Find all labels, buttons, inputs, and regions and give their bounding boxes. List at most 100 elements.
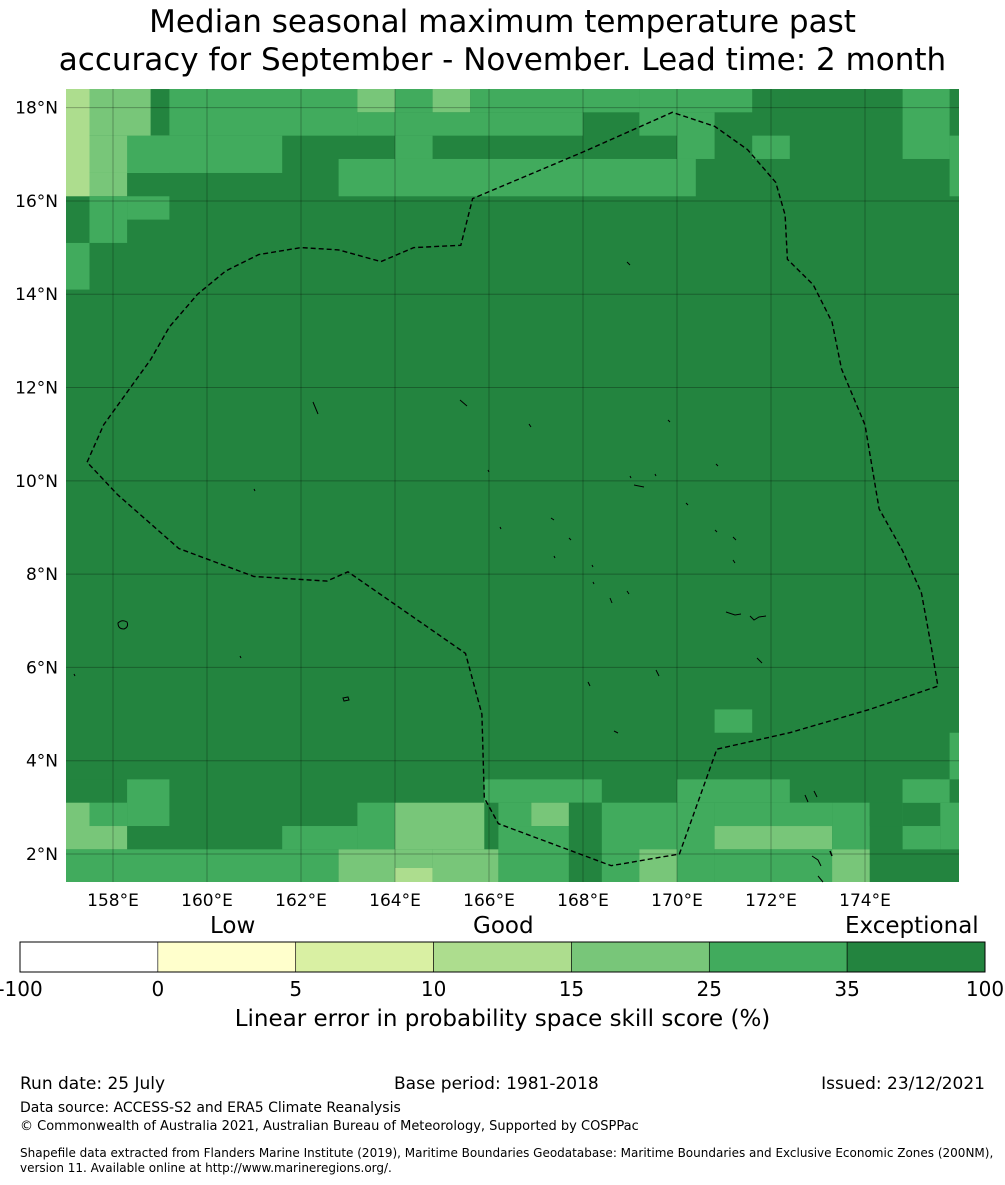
map-cell	[66, 242, 90, 290]
colorbar-tick-label: 100	[966, 977, 1004, 1001]
island-outline	[655, 669, 660, 677]
map-cell	[714, 849, 833, 882]
colorbar-tick-label: 15	[559, 977, 584, 1001]
map-cell	[127, 196, 170, 220]
island-outline	[609, 597, 613, 604]
lat-tick-label: 8°N	[26, 565, 58, 585]
map-cell	[66, 802, 90, 850]
map-cell	[169, 89, 358, 136]
island-outline	[342, 696, 350, 702]
island-outline	[725, 611, 742, 616]
lat-tick-label: 16°N	[15, 192, 58, 212]
shapefile-credit-2: version 11. Available online at http://w…	[20, 1161, 392, 1175]
colorbar-bin	[708, 941, 848, 973]
map-cell	[66, 89, 90, 197]
colorbar-tick-label: 25	[697, 977, 722, 1001]
map-cell	[357, 89, 395, 113]
map-cell	[127, 135, 283, 173]
map-background	[66, 89, 959, 882]
map-cell	[357, 112, 583, 136]
map-cell	[498, 826, 569, 882]
category-label-good: Good	[473, 913, 534, 939]
map-cell	[714, 802, 833, 827]
island-outline	[804, 790, 818, 803]
colorbar-bin	[157, 941, 297, 973]
map-cell	[568, 802, 602, 882]
map-cell	[949, 135, 959, 197]
map-cell	[432, 89, 471, 113]
map-cell	[484, 779, 602, 803]
island-outlines	[73, 261, 833, 883]
map-cell	[66, 849, 90, 882]
island-outline	[312, 261, 631, 428]
island-outline	[829, 850, 833, 857]
map-cell	[789, 89, 903, 113]
lon-tick-label: 160°E	[181, 891, 233, 911]
colorbar-tick-label: 0	[151, 977, 164, 1001]
category-label-low: Low	[210, 913, 256, 939]
map-cell	[89, 89, 151, 136]
island-outline	[811, 855, 824, 883]
lon-tick-label: 174°E	[839, 891, 891, 911]
colorbar-tick-label: 10	[421, 977, 446, 1001]
lon-tick-label: 166°E	[463, 891, 515, 911]
lon-tick-label: 172°E	[745, 891, 797, 911]
colorbar-frame	[19, 941, 986, 973]
island-outline	[749, 615, 767, 621]
map-cell	[677, 112, 715, 159]
map-cell	[338, 158, 696, 197]
map-cell	[127, 779, 170, 827]
map-cell	[902, 89, 950, 159]
island-outline	[73, 419, 719, 677]
map-cell	[395, 802, 485, 850]
colorbar-title: Linear error in probability space skill …	[234, 1006, 771, 1032]
island-outline	[756, 657, 763, 664]
axis-labels: 158°E 160°E 162°E 164°E 166°E 168°E 170°E 172°E…	[15, 99, 891, 911]
map-cell	[282, 826, 358, 850]
category-label-exceptional: Exceptional	[845, 913, 979, 939]
island-outline	[550, 484, 737, 687]
colorbar-tick-label: -100	[0, 977, 43, 1001]
shapefile-credit-1: Shapefile data extracted from Flanders M…	[20, 1146, 994, 1160]
lat-tick-label: 12°N	[15, 379, 58, 399]
colorbar-tick-label: 35	[834, 977, 859, 1001]
map-cell	[949, 732, 959, 780]
map-cell	[432, 849, 499, 882]
colorbar-bin	[19, 941, 159, 973]
map-cell	[677, 802, 715, 882]
island-outline	[117, 620, 129, 630]
map-cell	[89, 849, 339, 882]
map-cell	[395, 135, 433, 159]
map-cell	[677, 779, 790, 803]
lat-tick-label: 14°N	[15, 285, 58, 305]
colorbar-bin	[846, 941, 986, 973]
map-cell	[714, 826, 833, 850]
map-gridlines	[66, 89, 959, 882]
map-cell	[714, 709, 753, 733]
map-cell	[89, 196, 128, 243]
data-source: Data source: ACCESS-S2 and ERA5 Climate …	[20, 1100, 401, 1116]
map-cell	[940, 802, 959, 850]
lon-tick-label: 168°E	[557, 891, 609, 911]
colorbar-bin	[295, 941, 434, 973]
lat-tick-label: 18°N	[15, 99, 58, 119]
map-cell	[357, 802, 395, 850]
map-cell	[902, 802, 941, 827]
eez-boundary	[86, 111, 939, 867]
lon-tick-label: 162°E	[275, 891, 327, 911]
map-cell	[677, 89, 753, 113]
map-cell	[395, 89, 433, 113]
map-cell	[89, 802, 128, 827]
lat-tick-label: 6°N	[26, 658, 58, 678]
map-cell	[869, 802, 903, 827]
colorbar-bin	[571, 941, 710, 973]
lat-tick-label: 4°N	[26, 752, 58, 772]
copyright: © Commonwealth of Australia 2021, Austra…	[20, 1119, 639, 1134]
map-cell	[498, 802, 532, 827]
lat-tick-label: 10°N	[15, 472, 58, 492]
island-outline	[626, 590, 630, 595]
colorbar-bin	[433, 941, 572, 973]
skill-score-map: 158°E 160°E 162°E 164°E 166°E 168°E 170°E 172°E…	[0, 89, 1004, 1001]
base-period: Base period: 1981-2018	[394, 1074, 599, 1094]
map-cell	[902, 779, 950, 803]
